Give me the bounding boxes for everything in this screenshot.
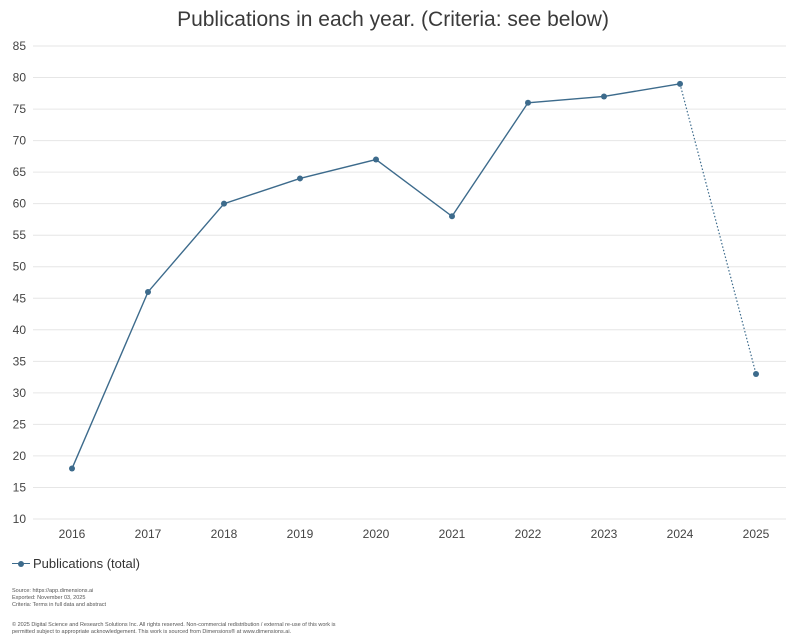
legend-marker-icon: [12, 559, 30, 569]
criteria-line: Criteria: Terms in full data and abstrac…: [12, 602, 107, 608]
export-date-line: Exported: November 03, 2025: [12, 595, 86, 601]
data-point[interactable]: [373, 156, 379, 163]
y-tick-label: 20: [13, 449, 27, 463]
legend[interactable]: Publications (total): [12, 556, 140, 571]
x-tick-label: 2025: [743, 527, 770, 541]
x-tick-label: 2020: [363, 527, 390, 541]
x-tick-label: 2019: [287, 527, 314, 541]
y-axis: 10 15 20 25 30 35 40 45 50 55 60 65 70 75 80 85: [13, 39, 27, 526]
copyright-line: © 2025 Digital Science and Research Solu…: [12, 622, 336, 628]
y-tick-label: 65: [13, 165, 27, 179]
y-tick-label: 40: [13, 323, 27, 337]
data-point[interactable]: [69, 465, 75, 472]
data-point[interactable]: [449, 213, 455, 220]
y-tick-label: 75: [13, 102, 27, 116]
source-note: Source: https://app.dimensions.ai Export…: [12, 588, 106, 609]
data-point[interactable]: [221, 200, 227, 207]
data-point[interactable]: [601, 93, 607, 100]
y-tick-label: 50: [13, 260, 27, 274]
data-point[interactable]: [297, 175, 303, 182]
grid: [33, 45, 786, 520]
source-line: Source: https://app.dimensions.ai: [12, 588, 94, 594]
y-tick-label: 25: [13, 417, 27, 431]
x-tick-label: 2018: [211, 527, 238, 541]
y-tick-label: 70: [13, 134, 27, 148]
data-point[interactable]: [753, 370, 759, 377]
chart-title: Publications in each year. (Criteria: se…: [177, 8, 609, 31]
y-tick-label: 30: [13, 386, 27, 400]
x-tick-label: 2022: [515, 527, 542, 541]
series-line-projected: [679, 83, 757, 375]
x-axis: 2016 2017 2018 2019 2020 2021 2022 2023 2024 2025: [59, 527, 770, 541]
x-tick-label: 2016: [59, 527, 86, 541]
x-tick-label: 2017: [135, 527, 162, 541]
copyright-line: permitted subject to appropriate acknowl…: [12, 629, 292, 635]
copyright-note: © 2025 Digital Science and Research Solu…: [12, 622, 336, 636]
series-line: [71, 83, 681, 469]
y-tick-label: 35: [13, 354, 27, 368]
data-point[interactable]: [677, 80, 683, 87]
y-tick-label: 15: [13, 480, 27, 494]
data-point[interactable]: [145, 288, 151, 295]
y-tick-label: 85: [13, 39, 27, 53]
legend-label: Publications (total): [33, 556, 140, 571]
y-tick-label: 10: [13, 512, 27, 526]
y-tick-label: 55: [13, 228, 27, 242]
y-tick-label: 60: [13, 197, 27, 211]
x-tick-label: 2021: [439, 527, 466, 541]
series-publications-total[interactable]: [69, 80, 759, 472]
y-tick-label: 45: [13, 291, 27, 305]
x-tick-label: 2024: [667, 527, 694, 541]
y-tick-label: 80: [13, 71, 27, 85]
x-tick-label: 2023: [591, 527, 618, 541]
data-point[interactable]: [525, 99, 531, 106]
